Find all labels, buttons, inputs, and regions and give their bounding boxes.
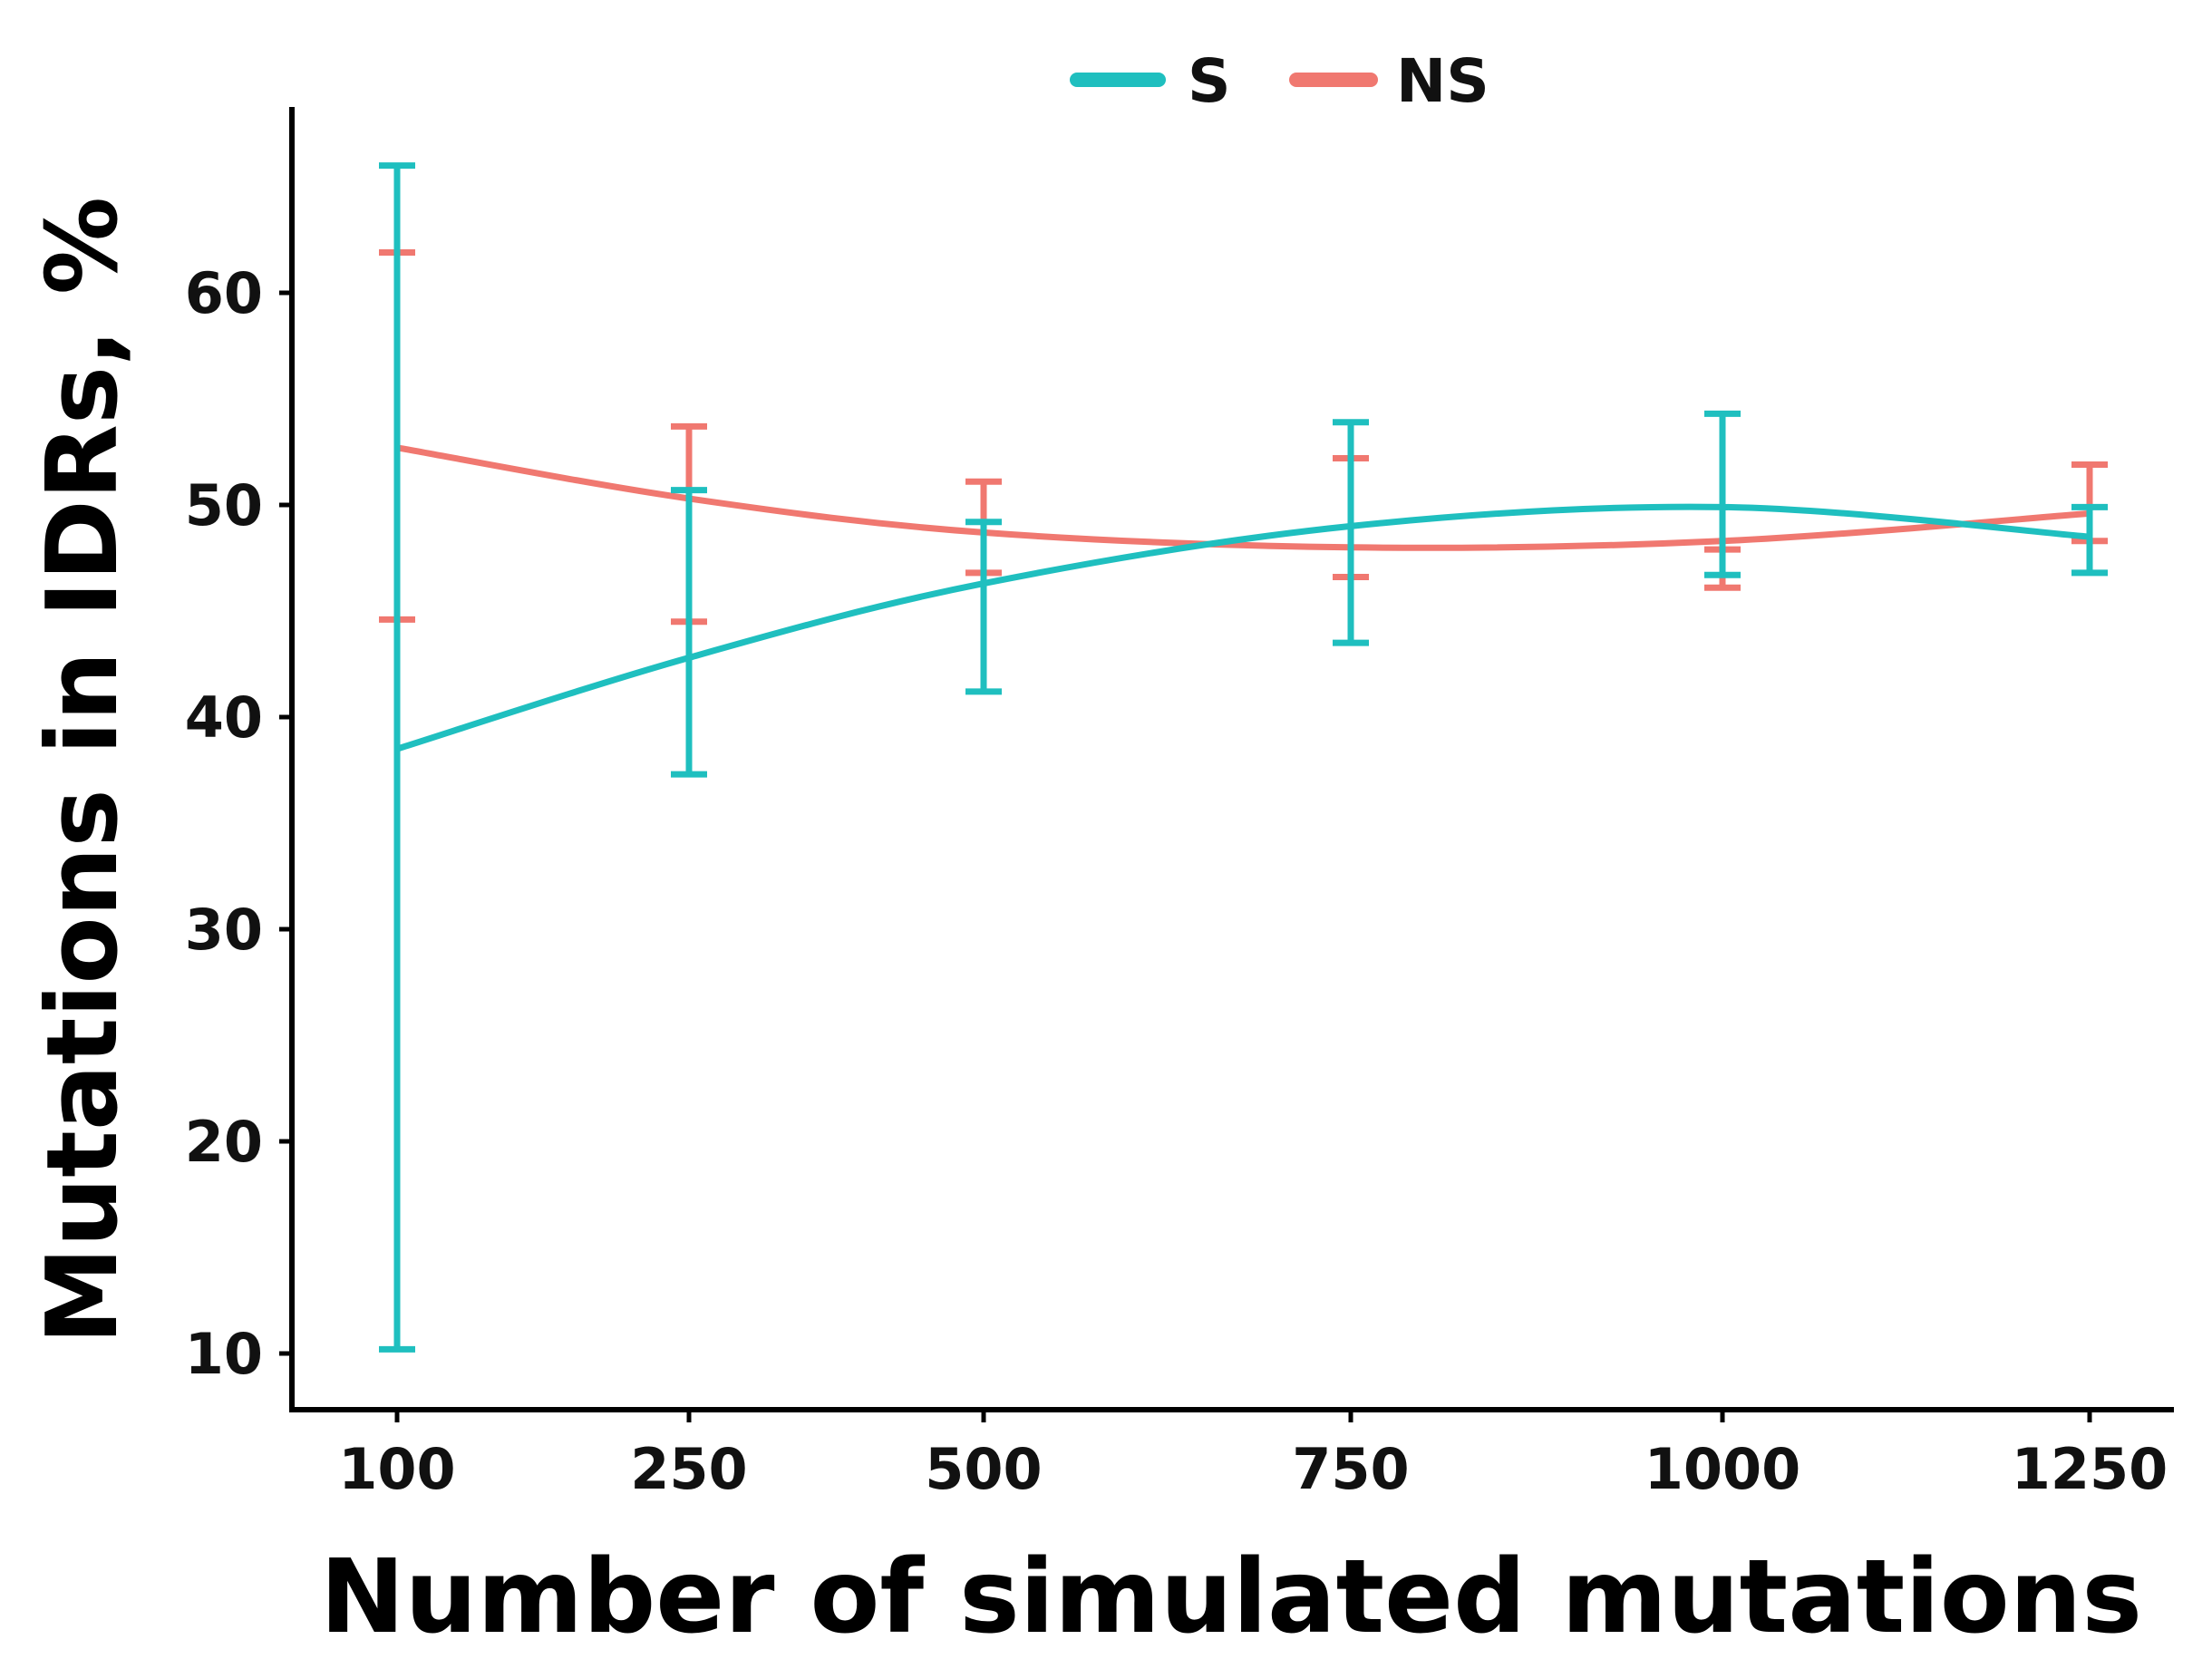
series-line-ns <box>393 444 2093 551</box>
x-axis-ticks: 100 250 500 750 1000 1250 <box>338 1410 2168 1502</box>
x-tick-label-1000: 1000 <box>1644 1436 1801 1502</box>
y-tick-label-60: 60 <box>185 260 263 326</box>
y-tick-label-50: 50 <box>185 472 263 538</box>
y-tick-label-40: 40 <box>185 684 263 751</box>
legend: S NS <box>1070 46 1489 116</box>
legend-label-s: S <box>1188 46 1231 116</box>
x-tick-label-100: 100 <box>338 1436 455 1502</box>
y-tick-label-10: 10 <box>185 1321 263 1387</box>
series-line-s <box>393 503 2093 752</box>
series-ns <box>379 249 2108 626</box>
series-s <box>379 162 2108 1353</box>
y-axis-title: Mutations in IDRs, % <box>26 197 140 1344</box>
error-bar-s-750 <box>1333 419 1369 646</box>
x-tick-label-750: 750 <box>1292 1436 1409 1502</box>
error-bar-s-1000 <box>1704 410 1741 578</box>
error-bar-s-100 <box>379 162 415 1353</box>
x-tick-label-1250: 1250 <box>2012 1436 2168 1502</box>
error-bar-s-250 <box>671 487 707 778</box>
y-tick-label-20: 20 <box>185 1109 263 1175</box>
x-tick-label-250: 250 <box>630 1436 747 1502</box>
error-bar-s-500 <box>965 519 1002 695</box>
series-layer <box>379 162 2108 1353</box>
x-tick-label-500: 500 <box>925 1436 1042 1502</box>
error-bar-s-1250 <box>2071 503 2108 577</box>
x-axis-title: Number of simulated mutations <box>320 1538 2142 1656</box>
legend-label-ns: NS <box>1396 46 1489 116</box>
y-tick-label-30: 30 <box>185 897 263 963</box>
y-axis-ticks: 10 20 30 40 50 60 <box>185 260 292 1387</box>
